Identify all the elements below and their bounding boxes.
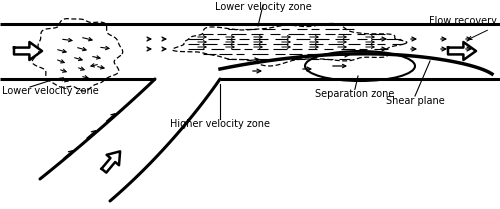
Text: Lower velocity zone: Lower velocity zone xyxy=(214,2,312,12)
Text: Separation zone: Separation zone xyxy=(316,89,394,99)
Text: Higher velocity zone: Higher velocity zone xyxy=(170,119,270,129)
Text: Flow recovery: Flow recovery xyxy=(429,16,497,26)
Text: Lower velocity zone: Lower velocity zone xyxy=(2,86,99,96)
Text: Shear plane: Shear plane xyxy=(386,96,444,106)
